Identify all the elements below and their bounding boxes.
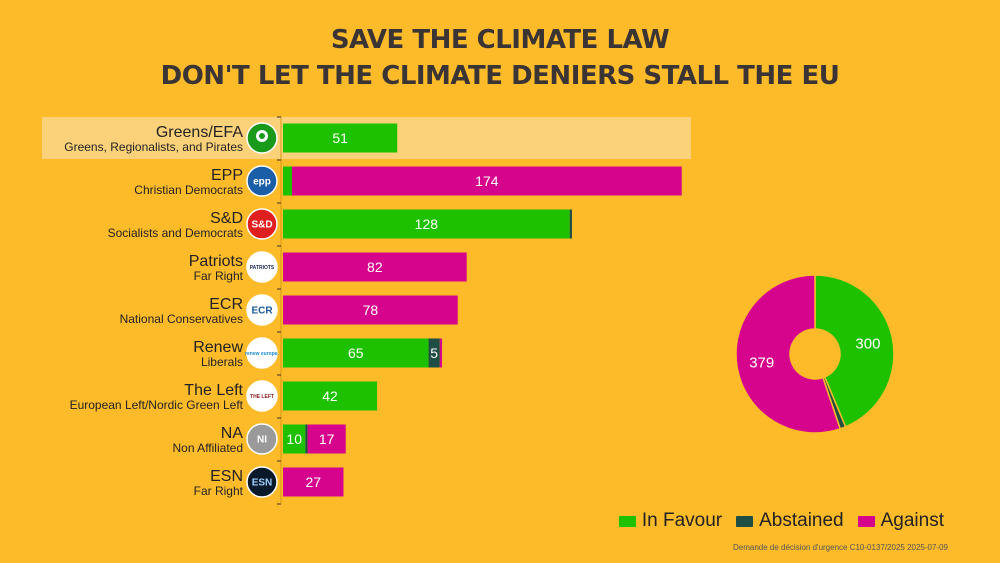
party-name: EPP <box>211 167 243 184</box>
party-subtitle: Greens, Regionalists, and Pirates <box>64 140 243 154</box>
the-left-logo-icon-text: THE LEFT <box>250 394 274 400</box>
ecr-logo-icon-text: ECR <box>251 306 273 317</box>
esn-logo-icon <box>246 466 278 498</box>
chart-title: SAVE THE CLIMATE LAW DON'T LET THE CLIMA… <box>0 22 1000 94</box>
bar-in-favour <box>283 209 570 239</box>
party-name: NA <box>221 425 244 442</box>
party-name: Patriots <box>189 253 243 270</box>
donut-slice-in-favour <box>814 274 895 428</box>
party-subtitle: Far Right <box>194 484 244 498</box>
bar-value-label: 78 <box>363 302 379 318</box>
bar-against <box>307 424 346 454</box>
bar-abstained <box>305 424 308 454</box>
bar-value-label: 17 <box>319 431 335 447</box>
bar-value-label: 27 <box>305 474 321 490</box>
party-subtitle: Liberals <box>201 355 243 369</box>
patriots-logo-icon <box>246 251 278 283</box>
ni-logo-icon <box>246 423 278 455</box>
esn-logo-icon-text: ESN <box>252 478 273 489</box>
sd-logo-icon <box>246 208 278 240</box>
party-name: S&D <box>210 210 243 227</box>
bar-abstained <box>428 338 440 368</box>
donut-value-label: 379 <box>749 355 774 372</box>
legend-swatch <box>736 515 754 527</box>
bar-value-label: 128 <box>415 216 439 232</box>
legend-item: In Favour <box>618 510 723 532</box>
bar-value-label: 174 <box>475 173 499 189</box>
bar-in-favour <box>283 338 429 368</box>
bar-against <box>439 338 443 368</box>
party-name: Greens/EFA <box>156 124 243 141</box>
renew-logo-icon <box>246 337 278 369</box>
bar-against <box>283 295 458 325</box>
donut-value-label: 300 <box>855 335 880 352</box>
donut-slice-against <box>735 274 842 434</box>
bar-abstained <box>569 209 572 239</box>
bar-in-favour <box>283 424 306 454</box>
patriots-logo-icon-text: PATRIOTS <box>250 265 275 271</box>
party-name: ECR <box>209 296 243 313</box>
bar-value-label: 5 <box>430 345 438 361</box>
ecr-logo-icon <box>246 294 278 326</box>
party-subtitle: National Conservatives <box>120 312 243 326</box>
the-left-logo-icon <box>246 380 278 412</box>
title-line-2: DON'T LET THE CLIMATE DENIERS STALL THE … <box>160 61 840 91</box>
bar-against <box>291 166 682 196</box>
legend-label: Against <box>880 510 944 531</box>
party-name: The Left <box>184 382 243 399</box>
ni-logo-icon-text: NI <box>257 435 267 446</box>
title-line-1: SAVE THE CLIMATE LAW <box>330 25 670 55</box>
bar-against <box>283 252 467 282</box>
party-subtitle: Christian Democrats <box>134 183 243 197</box>
legend: In Favour Abstained Against <box>618 510 944 532</box>
bar-in-favour <box>283 166 292 196</box>
party-subtitle: Non Affiliated <box>173 441 244 455</box>
legend-item: Abstained <box>736 510 844 532</box>
bar-against <box>283 467 344 497</box>
legend-swatch <box>857 515 875 527</box>
epp-logo-icon-text: epp <box>253 177 271 188</box>
legend-swatch <box>618 515 636 527</box>
party-name: ESN <box>210 468 243 485</box>
bar-value-label: 65 <box>348 345 364 361</box>
renew-logo-icon-text: renew europe. <box>245 351 280 357</box>
legend-label: Abstained <box>759 510 844 531</box>
sd-logo-icon-text: S&D <box>251 220 272 231</box>
bar-value-label: 42 <box>322 388 338 404</box>
bar-in-favour <box>283 381 378 411</box>
epp-logo-icon <box>246 165 278 197</box>
bar-in-favour <box>283 123 398 153</box>
party-subtitle: European Left/Nordic Green Left <box>70 398 244 412</box>
greens-efa-logo-icon-detail <box>259 133 265 139</box>
footnote: Demande de décision d'urgence C10-0137/2… <box>732 543 948 552</box>
bar-value-label: 10 <box>286 431 302 447</box>
legend-label: In Favour <box>641 510 723 531</box>
party-subtitle: Socialists and Democrats <box>108 226 243 240</box>
legend-item: Against <box>857 510 944 532</box>
party-subtitle: Far Right <box>194 269 244 283</box>
bar-value-label: 82 <box>367 259 383 275</box>
party-name: Renew <box>193 339 243 356</box>
bar-value-label: 51 <box>332 130 348 146</box>
